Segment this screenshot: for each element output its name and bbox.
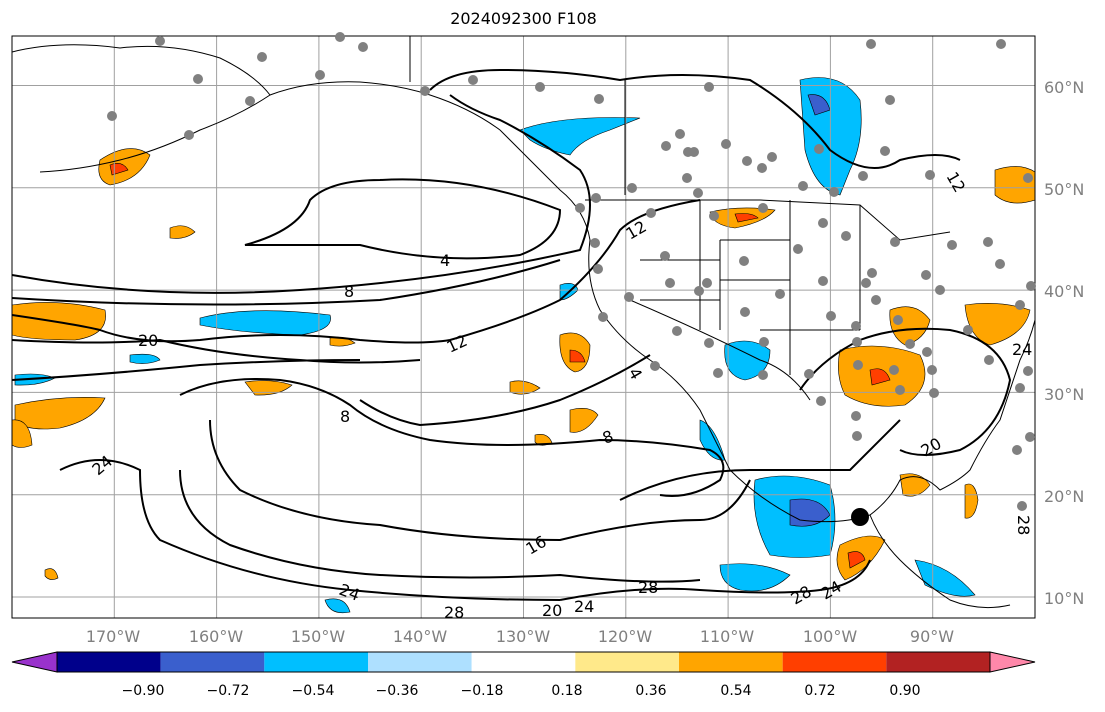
negative-anomaly-region (519, 117, 641, 156)
colorbar-segment (368, 652, 472, 672)
strong-positive-anomaly-region (734, 213, 759, 223)
lat-label: 10°N (1044, 589, 1085, 608)
lat-label: 40°N (1044, 282, 1085, 301)
colorbar-tick-label: 0.18 (551, 683, 583, 699)
negative-anomaly-region (719, 563, 791, 592)
lon-label: 140°W (392, 627, 448, 646)
negative-anomaly-region (914, 559, 976, 597)
colorbar-extend-min (11, 651, 58, 673)
colorbar-segment (57, 652, 161, 672)
contour-4 (244, 178, 562, 260)
colorbar-tick-label: −0.72 (206, 683, 250, 699)
lon-label: 110°W (699, 627, 755, 646)
anomaly-shading (12, 77, 1035, 614)
contour-24b (619, 419, 901, 501)
gulf-coastline (869, 319, 1035, 516)
contour-label: 20 (542, 601, 562, 620)
colorbar-segment (782, 652, 887, 672)
lon-label: 90°W (909, 627, 955, 646)
contour-label: 24 (574, 597, 594, 616)
contour-12b (179, 378, 725, 497)
colorbar-tick-label: −0.54 (291, 683, 335, 699)
colorbar-tick-label: 0.54 (720, 683, 752, 699)
positive-anomaly-region (964, 483, 979, 519)
contour-24 (59, 459, 561, 601)
contour-20b (179, 469, 701, 583)
lon-label: 170°W (85, 627, 141, 646)
positive-anomaly-region (244, 380, 293, 396)
lon-label: 160°W (188, 627, 244, 646)
pacific-coastline (269, 81, 1011, 609)
colorbar-tick-label: 0.72 (804, 683, 836, 699)
contours (12, 68, 1012, 601)
strong-positive-anomaly-region (847, 551, 866, 569)
contour-28 (559, 559, 871, 601)
colorbar-segment (679, 652, 783, 672)
contour-20 (12, 359, 361, 381)
positive-anomaly-region (509, 380, 541, 395)
contour-label: 28 (638, 578, 658, 597)
contour-12c (429, 68, 961, 169)
station-markers (107, 32, 1036, 511)
lat-label: 20°N (1044, 487, 1085, 506)
colorbar-segment (264, 652, 368, 672)
colorbar (11, 651, 1036, 673)
colorbar-tick-label: 0.90 (889, 683, 921, 699)
lon-label: 150°W (290, 627, 346, 646)
map-frame (11, 35, 1036, 619)
strong-positive-anomaly-region (869, 368, 891, 386)
colorbar-outline (56, 651, 991, 673)
lon-label: 100°W (802, 627, 858, 646)
negative-anomaly-region (324, 598, 351, 614)
positive-anomaly-region (12, 419, 33, 448)
colorbar-tick-label: 0.36 (635, 683, 667, 699)
positive-anomaly-region (14, 397, 106, 430)
colorbar-segment (886, 652, 990, 672)
lat-label: 30°N (1044, 385, 1085, 404)
alaska-coastline (12, 44, 271, 173)
contour-label: 24 (1012, 340, 1032, 359)
contour-8 (12, 94, 591, 294)
state-lines (640, 200, 861, 375)
contour-label: 4 (440, 251, 450, 270)
lat-label: 60°N (1044, 78, 1085, 97)
contour-label: 28 (1014, 515, 1033, 535)
contour-16b (209, 419, 751, 542)
positive-anomaly-region (994, 166, 1035, 204)
contour-8c (359, 354, 651, 427)
colorbar-segment (160, 652, 265, 672)
map-title: 2024092300 F108 (450, 9, 597, 28)
border-line (629, 299, 811, 401)
lon-label: 120°W (597, 627, 653, 646)
contour-16 (12, 338, 421, 364)
colorbar-tick-label: −0.36 (375, 683, 419, 699)
lat-label: 50°N (1044, 180, 1085, 199)
storm-center-marker (851, 508, 869, 526)
coastlines (12, 36, 1035, 609)
colorbar-segment (471, 652, 576, 672)
negative-anomaly-region (129, 353, 161, 364)
graticule (12, 36, 1035, 618)
positive-anomaly-region (569, 408, 599, 433)
positive-anomaly-region (44, 568, 59, 580)
colorbar-tick-label: −0.90 (121, 683, 165, 699)
contour-label: 20 (138, 331, 158, 350)
positive-anomaly-region (169, 225, 196, 239)
colorbar-extend-max (989, 651, 1036, 673)
contour-label: 28 (444, 603, 464, 622)
contour-label: 8 (344, 282, 354, 301)
contour-8b (12, 259, 561, 306)
colorbar-segment (575, 652, 679, 672)
contour-12 (12, 199, 701, 344)
contour-label: 8 (340, 407, 350, 426)
lon-label: 130°W (495, 627, 551, 646)
negative-anomaly-region (199, 310, 331, 336)
positive-anomaly-region (964, 303, 1031, 346)
strong-positive-anomaly-region (569, 349, 586, 363)
colorbar-tick-label: −0.18 (460, 683, 504, 699)
positive-anomaly-region (899, 473, 931, 497)
